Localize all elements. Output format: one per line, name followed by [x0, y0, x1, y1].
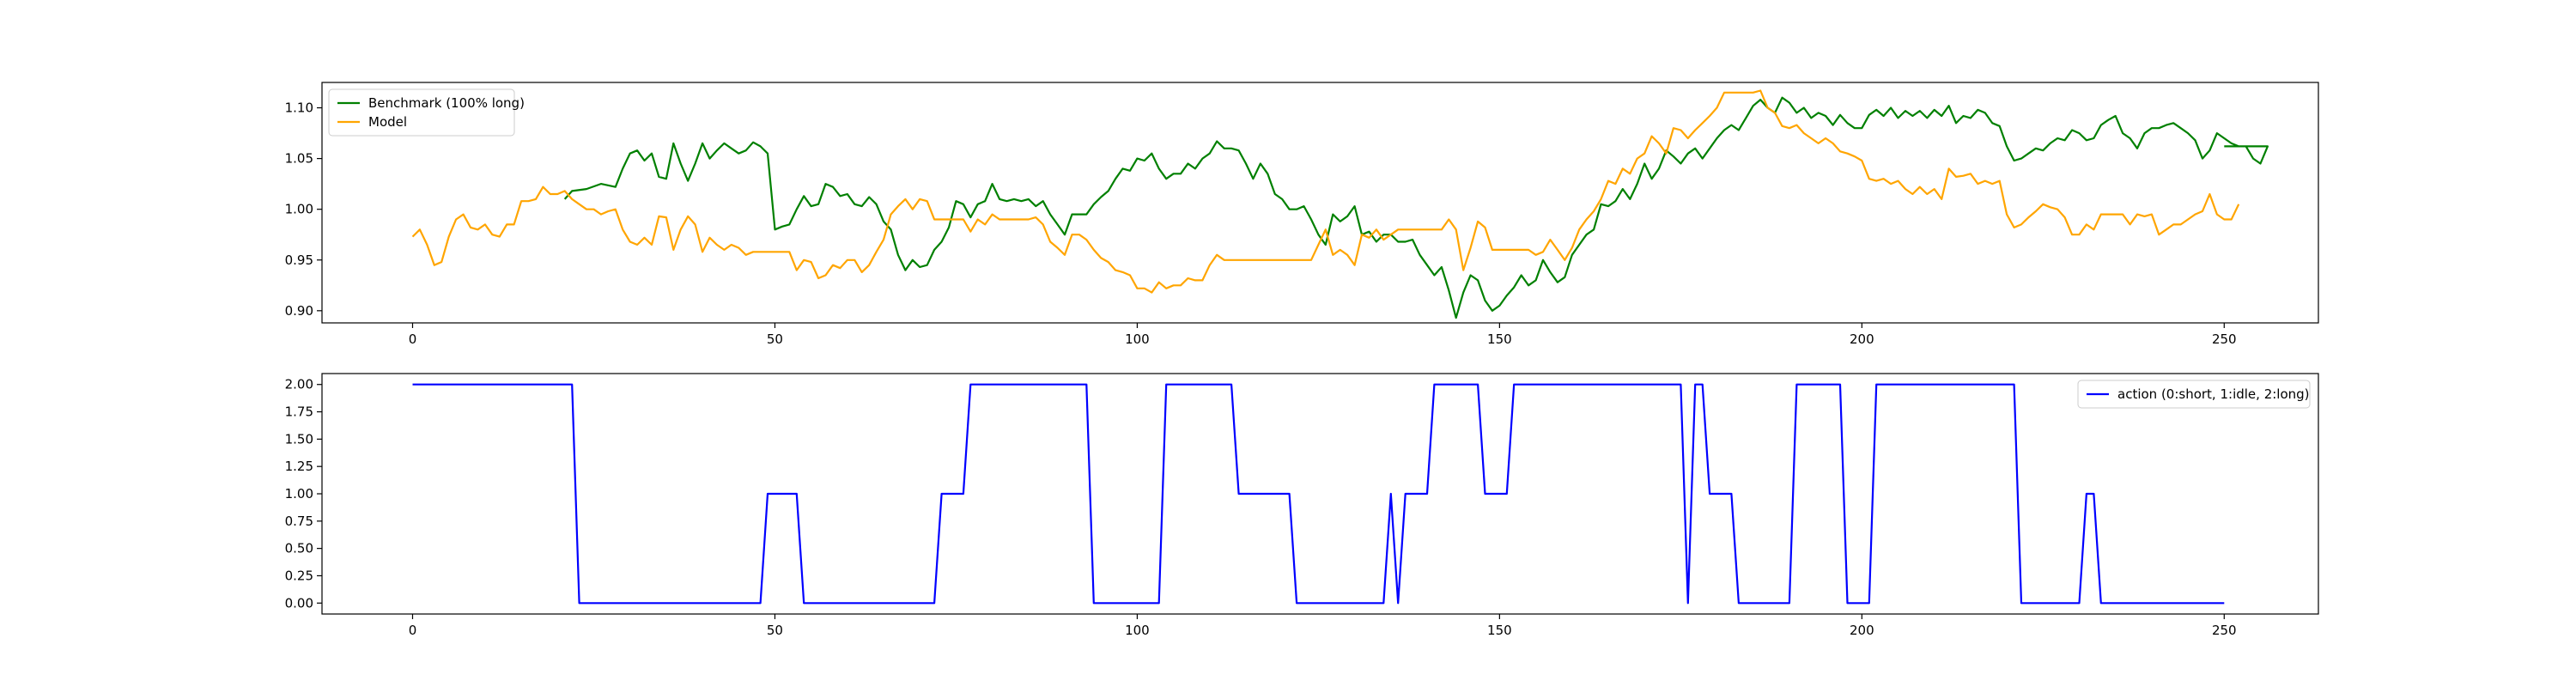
legend-label-0: action (0:short, 1:idle, 2:long) [2117, 386, 2310, 402]
y-tick-label: 0.90 [285, 303, 313, 319]
y-tick-label: 0.75 [285, 514, 313, 529]
y-tick-label: 1.00 [285, 202, 313, 217]
y-tick-label: 2.00 [285, 377, 313, 392]
x-tick-label: 50 [767, 331, 783, 347]
legend-box [2077, 380, 2311, 409]
action-axis-layer: 0 50 100 150 200 250 0.00 0.25 0.50 0.75 1.00 1.25 1… [285, 377, 2237, 638]
series-line-0 [563, 96, 2269, 319]
y-tick-label: 0.25 [285, 568, 313, 583]
y-tick-label: 0.50 [285, 541, 313, 556]
price-axis-layer: 0 50 100 150 200 250 0.90 0.95 1.00 1.05 1.10 [285, 100, 2237, 347]
x-tick-label: 50 [767, 623, 783, 638]
y-tick-label: 1.50 [285, 431, 313, 447]
x-tick-label: 150 [1487, 331, 1512, 347]
price-series-layer [411, 89, 2269, 319]
y-tick-label: 0.00 [285, 595, 313, 611]
y-tick-label: 1.25 [285, 459, 313, 474]
x-tick-label: 250 [2212, 623, 2237, 638]
price-chart: 0 50 100 150 200 250 0.90 0.95 1.00 1.05 1.10 Benc… [285, 82, 2319, 347]
x-tick-label: 100 [1125, 331, 1150, 347]
action-legend: action (0:short, 1:idle, 2:long) [2077, 380, 2311, 409]
x-tick-label: 100 [1125, 623, 1150, 638]
legend-box [328, 88, 515, 137]
x-tick-label: 250 [2212, 331, 2237, 347]
series-line-0 [412, 383, 2225, 605]
price-legend: Benchmark (100% long) Model [328, 88, 525, 137]
y-tick-label: 1.75 [285, 404, 313, 420]
price-chart-frame [321, 82, 2319, 324]
y-tick-label: 1.05 [285, 151, 313, 167]
legend-label-1: Model [368, 114, 407, 130]
x-tick-label: 200 [1850, 331, 1874, 347]
series-line-1 [411, 89, 2240, 294]
action-chart: 0 50 100 150 200 250 0.00 0.25 0.50 0.75 1.00 1.25 1… [285, 373, 2319, 638]
x-tick-label: 200 [1850, 623, 1874, 638]
action-series-layer [412, 383, 2225, 605]
x-tick-label: 150 [1487, 623, 1512, 638]
x-tick-label: 0 [409, 331, 417, 347]
y-tick-label: 1.00 [285, 486, 313, 502]
x-tick-label: 0 [409, 623, 417, 638]
y-tick-label: 1.10 [285, 100, 313, 116]
y-tick-label: 0.95 [285, 252, 313, 268]
legend-label-0: Benchmark (100% long) [368, 95, 525, 111]
